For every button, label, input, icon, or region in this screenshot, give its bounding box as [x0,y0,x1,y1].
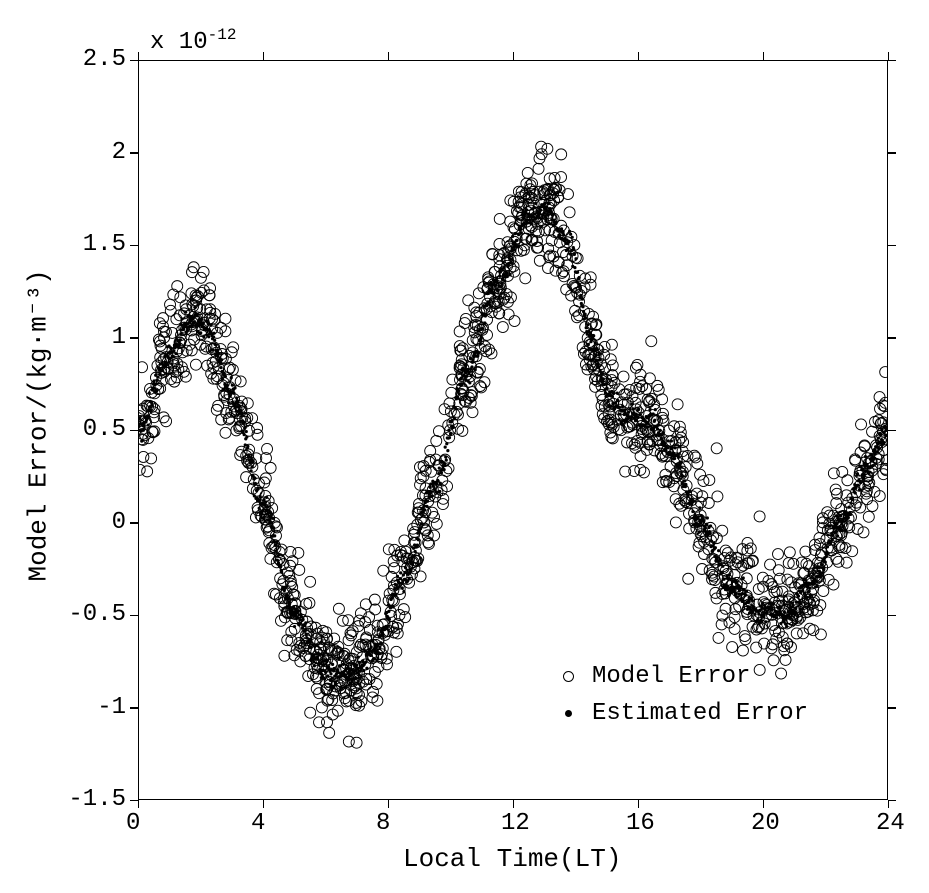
x-tick-label: 12 [501,810,530,837]
y-tick-label: 0 [112,509,126,536]
x-tick-label: 8 [376,810,390,837]
y-tick-label: 1 [112,324,126,351]
legend-model-error: Model Error [558,663,750,690]
y-tick [888,615,896,617]
x-tick [513,800,515,808]
x-tick [763,52,765,60]
x-axis-label: Local Time(LT) [403,844,621,874]
y-tick-label: -1.5 [68,786,126,813]
y-tick [130,800,138,802]
x-tick-label: 0 [126,810,140,837]
x-tick [138,800,140,808]
estimated-error-series [136,196,889,688]
x-tick [388,800,390,808]
x-tick [763,800,765,808]
y-tick [888,60,896,62]
model-error-series [134,141,894,748]
y-tick [130,522,138,524]
y-tick-label: 1.5 [83,231,126,258]
x-tick [638,52,640,60]
x-tick [638,800,640,808]
legend-label: Estimated Error [592,700,808,727]
y-axis-label: Model Error/(kg·m⁻³) [23,282,54,582]
legend-estimated-error: Estimated Error [558,700,808,727]
x-tick [263,800,265,808]
y-tick [130,430,138,432]
y-tick [888,707,896,709]
x-tick [513,52,515,60]
x-tick [263,52,265,60]
y-tick [888,152,896,154]
legend-label: Model Error [592,663,750,690]
filled-dot-icon [558,704,578,724]
y-tick [130,615,138,617]
x-tick-label: 24 [876,810,905,837]
y-tick [888,245,896,247]
y-tick-label: -1 [97,694,126,721]
y-exponent: x 10-12 [150,26,236,56]
y-tick [888,337,896,339]
x-tick-label: 20 [751,810,780,837]
open-circle-icon [558,667,578,687]
x-tick [388,52,390,60]
y-tick [888,522,896,524]
y-tick [130,337,138,339]
x-tick-label: 4 [251,810,265,837]
y-tick-label: 0.5 [83,416,126,443]
x-tick [888,800,890,808]
y-tick [130,60,138,62]
y-tick-label: 2.5 [83,46,126,73]
y-tick-label: -0.5 [68,601,126,628]
chart-container: x 10-12 Local Time(LT) Model Error/(kg·m… [0,0,929,893]
y-tick [888,800,896,802]
x-tick-label: 16 [626,810,655,837]
y-tick [130,245,138,247]
y-tick [130,152,138,154]
y-tick [888,430,896,432]
y-tick [130,707,138,709]
scatter-layer [0,0,929,893]
y-tick-label: 2 [112,139,126,166]
